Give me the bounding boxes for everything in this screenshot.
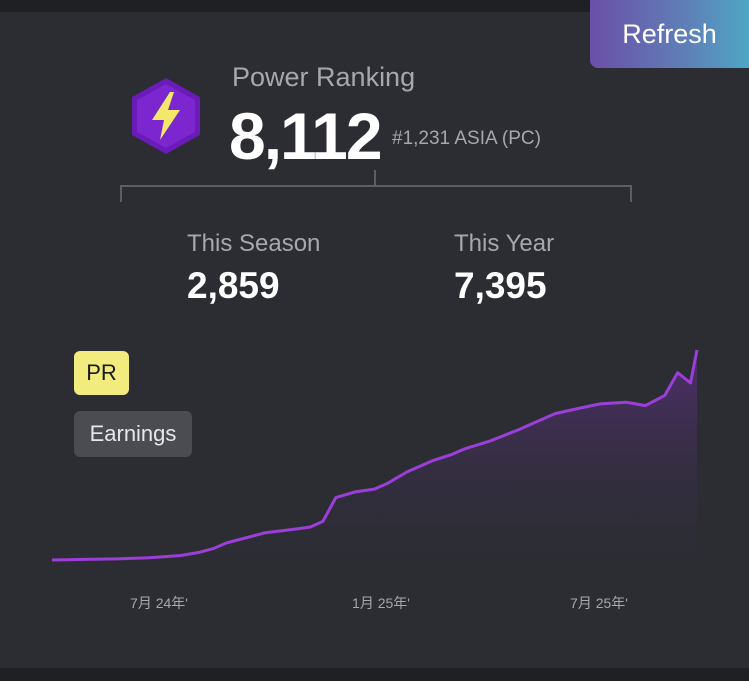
refresh-button[interactable]: Refresh (590, 0, 749, 68)
x-tick-label: 7月 25年' (570, 595, 628, 611)
bottom-edge (0, 668, 749, 681)
stats-divider (120, 170, 632, 202)
tab-pr[interactable]: PR (74, 351, 129, 395)
lightning-bolt-hexagon-icon (132, 78, 200, 154)
this-season-value: 2,859 (187, 265, 280, 306)
x-tick-label: 1月 25年' (352, 595, 410, 611)
power-ranking-chart: 7月 24年' 1月 25年' 7月 25年' (51, 349, 699, 611)
power-ranking-label: Power Ranking (232, 62, 416, 92)
chart-area-fill (52, 350, 697, 560)
chart-series-line (51, 349, 699, 562)
this-year-label: This Year (454, 230, 555, 257)
top-edge (0, 0, 749, 12)
this-year-value: 7,395 (454, 265, 547, 306)
x-tick-label: 7月 24年' (130, 595, 188, 611)
region-rank: #1,231 ASIA (PC) (392, 128, 541, 149)
this-season-label: This Season (187, 230, 321, 257)
power-ranking-value: 8,112 (229, 99, 383, 173)
tab-earnings[interactable]: Earnings (74, 411, 192, 457)
